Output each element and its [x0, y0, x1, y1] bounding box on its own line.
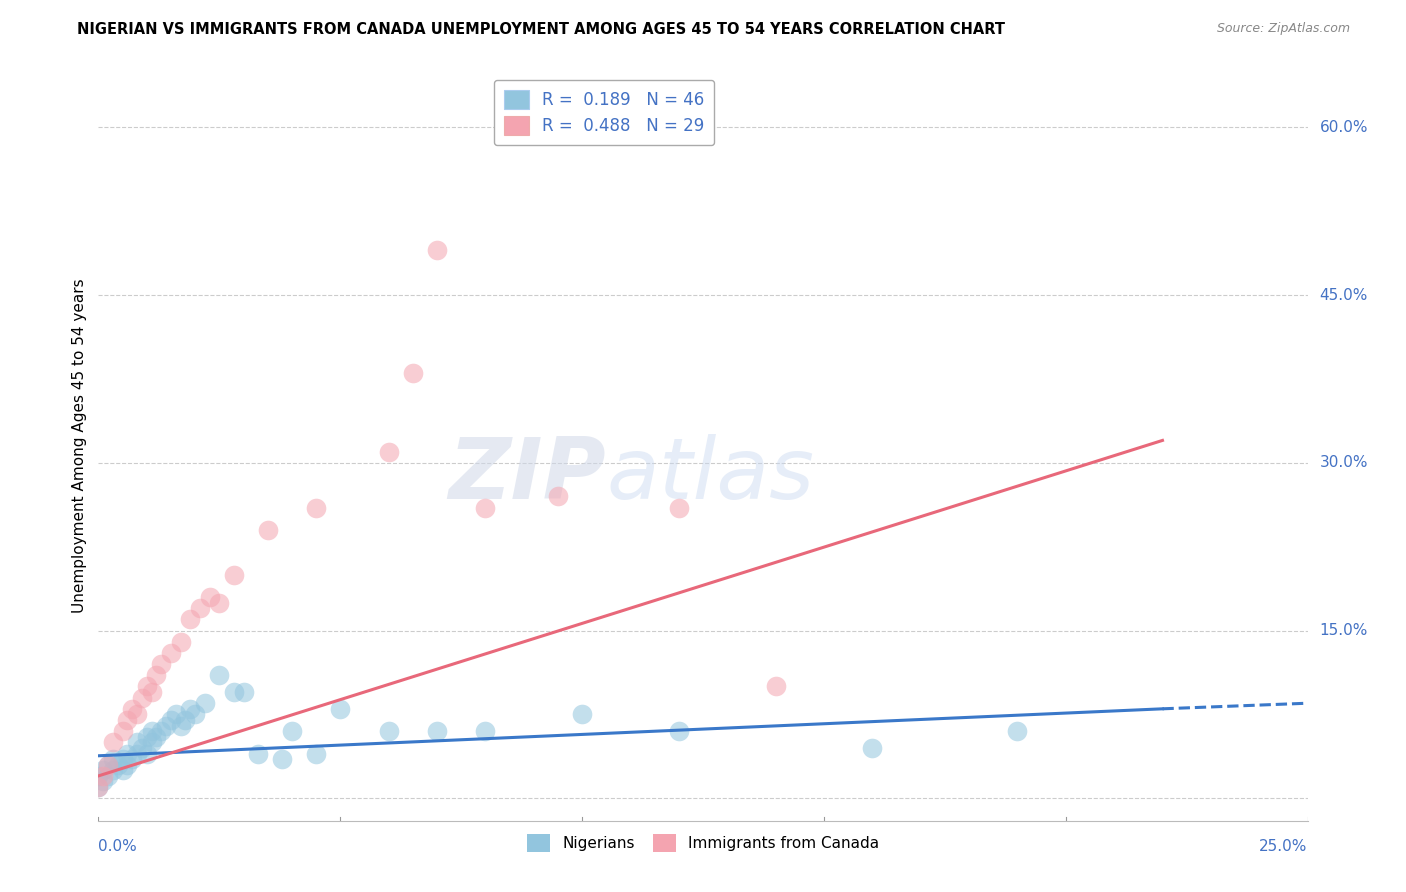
Point	[329, 702, 352, 716]
Text: NIGERIAN VS IMMIGRANTS FROM CANADA UNEMPLOYMENT AMONG AGES 45 TO 54 YEARS CORREL: NIGERIAN VS IMMIGRANTS FROM CANADA UNEMP…	[77, 22, 1005, 37]
Point	[222, 685, 245, 699]
Point	[117, 757, 139, 772]
Point	[127, 735, 149, 749]
Point	[668, 500, 690, 515]
Point	[860, 741, 883, 756]
Point	[179, 612, 201, 626]
Point	[198, 590, 221, 604]
Point	[97, 769, 120, 783]
Point	[91, 764, 114, 778]
Point	[101, 764, 124, 778]
Point	[184, 707, 207, 722]
Point	[111, 752, 134, 766]
Point	[194, 696, 217, 710]
Text: 0.0%: 0.0%	[98, 839, 138, 855]
Text: 30.0%: 30.0%	[1320, 455, 1368, 470]
Point	[305, 747, 328, 761]
Point	[160, 713, 183, 727]
Point	[87, 780, 110, 794]
Point	[101, 735, 124, 749]
Legend: Nigerians, Immigrants from Canada: Nigerians, Immigrants from Canada	[520, 828, 886, 858]
Point	[426, 244, 449, 258]
Point	[426, 724, 449, 739]
Point	[150, 724, 173, 739]
Point	[121, 702, 143, 716]
Point	[169, 634, 191, 648]
Point	[208, 596, 231, 610]
Point	[377, 724, 399, 739]
Point	[571, 707, 593, 722]
Point	[256, 523, 278, 537]
Text: Source: ZipAtlas.com: Source: ZipAtlas.com	[1216, 22, 1350, 36]
Point	[271, 752, 294, 766]
Point	[111, 764, 134, 778]
Point	[474, 500, 496, 515]
Point	[131, 741, 153, 756]
Point	[232, 685, 254, 699]
Point	[169, 718, 191, 732]
Point	[1007, 724, 1029, 739]
Point	[145, 730, 167, 744]
Point	[135, 747, 157, 761]
Text: atlas: atlas	[606, 434, 814, 517]
Point	[97, 757, 120, 772]
Point	[141, 735, 163, 749]
Point	[87, 769, 110, 783]
Point	[222, 567, 245, 582]
Point	[127, 707, 149, 722]
Point	[135, 730, 157, 744]
Point	[141, 724, 163, 739]
Point	[127, 747, 149, 761]
Text: ZIP: ZIP	[449, 434, 606, 517]
Point	[765, 680, 787, 694]
Point	[165, 707, 187, 722]
Point	[247, 747, 270, 761]
Point	[91, 774, 114, 789]
Point	[474, 724, 496, 739]
Point	[402, 367, 425, 381]
Point	[131, 690, 153, 705]
Point	[155, 718, 177, 732]
Point	[281, 724, 304, 739]
Point	[111, 724, 134, 739]
Text: 60.0%: 60.0%	[1320, 120, 1368, 135]
Point	[547, 489, 569, 503]
Point	[91, 769, 114, 783]
Point	[160, 646, 183, 660]
Y-axis label: Unemployment Among Ages 45 to 54 years: Unemployment Among Ages 45 to 54 years	[72, 278, 87, 614]
Point	[377, 444, 399, 458]
Point	[188, 601, 211, 615]
Point	[135, 680, 157, 694]
Point	[97, 757, 120, 772]
Point	[174, 713, 197, 727]
Point	[208, 668, 231, 682]
Point	[117, 747, 139, 761]
Point	[141, 685, 163, 699]
Point	[150, 657, 173, 671]
Point	[121, 752, 143, 766]
Point	[107, 757, 129, 772]
Text: 45.0%: 45.0%	[1320, 287, 1368, 302]
Point	[179, 702, 201, 716]
Point	[145, 668, 167, 682]
Point	[101, 752, 124, 766]
Text: 15.0%: 15.0%	[1320, 623, 1368, 638]
Point	[117, 713, 139, 727]
Point	[87, 780, 110, 794]
Point	[668, 724, 690, 739]
Point	[305, 500, 328, 515]
Text: 25.0%: 25.0%	[1260, 839, 1308, 855]
